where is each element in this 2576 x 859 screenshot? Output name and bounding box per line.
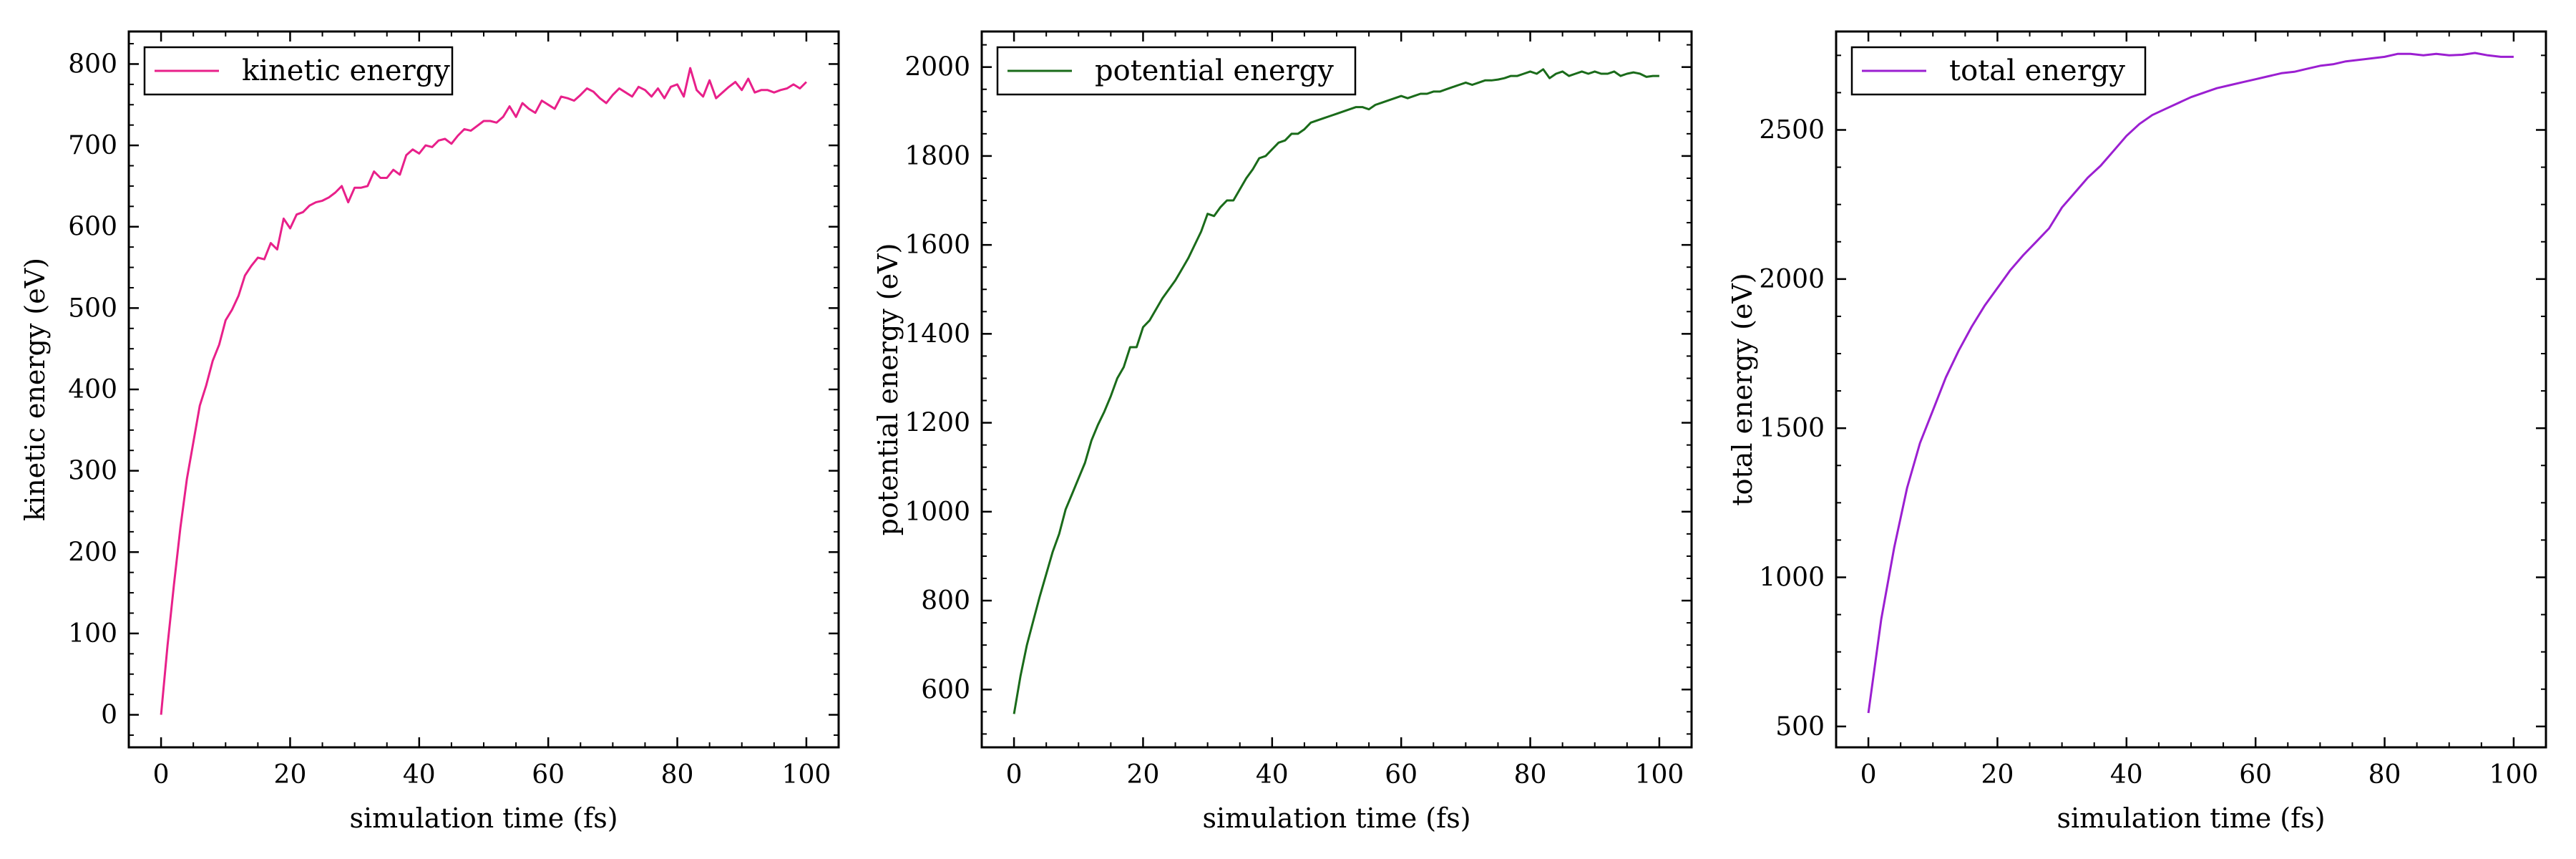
y-tick-label: 100 xyxy=(68,619,117,649)
x-tick-label: 0 xyxy=(153,760,170,790)
x-axis-label: simulation time (fs) xyxy=(2057,802,2325,834)
series-line xyxy=(1013,68,1659,714)
legend-label: total energy xyxy=(1949,54,2125,87)
tick-group: 0 20 40 60 80 100 600 800 1000 1200 1400 1600 1800 20… xyxy=(904,31,1692,790)
series-line xyxy=(160,67,807,715)
x-tick-label: 0 xyxy=(1006,760,1023,790)
series-group xyxy=(1867,52,2514,714)
x-tick-label: 100 xyxy=(2489,760,2539,790)
series-group xyxy=(160,67,807,715)
y-tick-label: 1500 xyxy=(1759,414,1825,443)
y-axis-label: kinetic energy (eV) xyxy=(19,258,51,521)
x-tick-label: 100 xyxy=(782,760,831,790)
y-tick-label: 300 xyxy=(68,457,117,486)
x-axis-label: simulation time (fs) xyxy=(349,802,618,834)
x-tick-label: 40 xyxy=(2110,760,2143,790)
y-tick-label: 600 xyxy=(921,675,970,704)
x-tick-label: 20 xyxy=(1127,760,1160,790)
y-tick-label: 2000 xyxy=(1759,265,1825,294)
legend-label: potential energy xyxy=(1095,54,1334,87)
y-axis-label: potential energy (eV) xyxy=(872,243,904,536)
y-tick-label: 1600 xyxy=(904,230,970,260)
y-tick-label: 0 xyxy=(101,701,117,730)
x-tick-label: 40 xyxy=(1256,760,1289,790)
y-tick-label: 1400 xyxy=(904,319,970,349)
y-tick-label: 800 xyxy=(68,49,117,79)
y-axis-label: total energy (eV) xyxy=(1727,273,1758,505)
legend-box xyxy=(1850,46,2147,96)
x-tick-label: 80 xyxy=(661,760,694,790)
series-group xyxy=(1013,68,1659,714)
legend-label: kinetic energy xyxy=(242,54,450,87)
x-tick-label: 60 xyxy=(532,760,565,790)
x-axis-label: simulation time (fs) xyxy=(1202,802,1470,834)
x-tick-label: 80 xyxy=(2368,760,2401,790)
y-tick-label: 200 xyxy=(68,538,117,567)
legend-box xyxy=(143,46,454,96)
x-tick-label: 20 xyxy=(1981,760,2014,790)
y-tick-label: 2000 xyxy=(904,53,970,82)
tick-group: 0 20 40 60 80 100 500 1000 1500 2000 2500 xyxy=(1759,31,2546,790)
x-tick-label: 0 xyxy=(1860,760,1877,790)
legend: potential energy xyxy=(996,46,1357,96)
chart-kinetic-energy: 0 20 40 60 80 100 0 100 200 300 400 500 600 700 800 ki… xyxy=(19,30,840,834)
y-tick-label: 500 xyxy=(1775,712,1825,742)
y-tick-label: 500 xyxy=(68,293,117,323)
y-tick-label: 400 xyxy=(68,375,117,404)
x-tick-label: 80 xyxy=(1514,760,1547,790)
y-tick-label: 700 xyxy=(68,131,117,160)
x-tick-label: 100 xyxy=(1635,760,1684,790)
x-tick-label: 60 xyxy=(1385,760,1418,790)
x-tick-label: 60 xyxy=(2239,760,2272,790)
chart-total-energy: 0 20 40 60 80 100 500 1000 1500 2000 2500 total en… xyxy=(1727,30,2547,834)
y-tick-label: 1000 xyxy=(1759,563,1825,593)
x-tick-label: 40 xyxy=(403,760,436,790)
x-tick-label: 20 xyxy=(274,760,307,790)
y-tick-label: 800 xyxy=(921,586,970,616)
legend: total energy xyxy=(1850,46,2147,96)
y-tick-label: 2500 xyxy=(1759,116,1825,145)
chart-potential-energy: 0 20 40 60 80 100 600 800 1000 1200 1400 1600 1800 20… xyxy=(872,30,1693,834)
tick-group: 0 20 40 60 80 100 0 100 200 300 400 500 600 700 800 xyxy=(68,31,839,790)
y-tick-label: 1800 xyxy=(904,142,970,171)
y-tick-label: 1200 xyxy=(904,409,970,438)
y-tick-label: 1000 xyxy=(904,498,970,527)
y-tick-label: 600 xyxy=(68,213,117,242)
series-line xyxy=(1867,52,2514,714)
legend: kinetic energy xyxy=(143,46,454,96)
